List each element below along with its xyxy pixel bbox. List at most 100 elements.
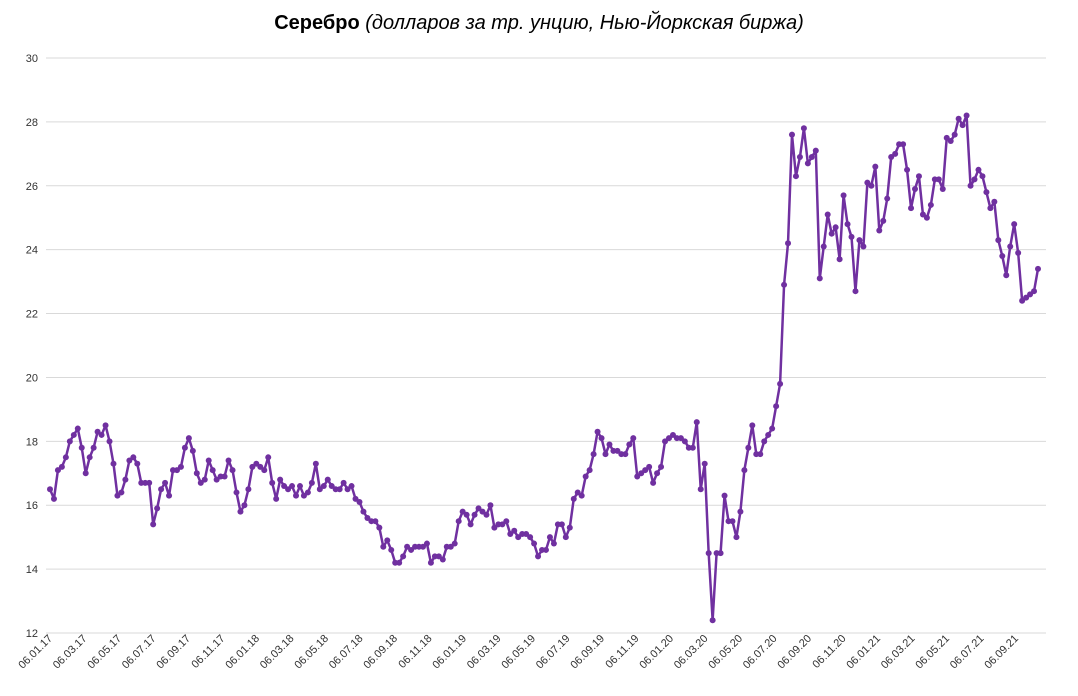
- data-point: [792, 173, 799, 180]
- data-point: [380, 543, 387, 550]
- data-point: [705, 550, 712, 557]
- data-point: [701, 460, 708, 467]
- x-tick-label: 06.05.18: [292, 633, 331, 672]
- data-point: [908, 205, 915, 212]
- x-tick-label: 06.11.17: [189, 633, 227, 671]
- data-point: [622, 451, 629, 458]
- data-point: [1011, 221, 1018, 228]
- data-point: [293, 492, 300, 499]
- y-tick-label: 24: [26, 245, 38, 257]
- data-point: [912, 185, 918, 192]
- data-point: [804, 160, 811, 167]
- data-point: [808, 154, 815, 161]
- data-point: [971, 176, 978, 183]
- data-point: [717, 550, 724, 557]
- x-tick-label: 06.09.18: [361, 633, 400, 672]
- data-point: [62, 454, 69, 461]
- x-tick-label: 06.01.21: [844, 633, 883, 672]
- data-point: [384, 537, 391, 544]
- data-point: [546, 534, 553, 541]
- data-point: [122, 476, 129, 483]
- data-point: [289, 483, 296, 490]
- data-point: [836, 256, 843, 263]
- x-axis-ticks: 06.01.1706.03.1706.05.1706.07.1706.09.17…: [16, 633, 1021, 672]
- data-point: [658, 463, 665, 470]
- data-point: [229, 467, 236, 474]
- data-point: [221, 473, 228, 480]
- data-point: [983, 189, 990, 196]
- data-point: [947, 138, 954, 145]
- data-point: [241, 502, 248, 509]
- data-point: [531, 540, 538, 547]
- data-point: [785, 240, 792, 247]
- data-point: [269, 479, 276, 486]
- data-point: [304, 489, 311, 496]
- data-point: [376, 524, 383, 531]
- x-tick-label: 06.05.20: [706, 633, 745, 672]
- data-point: [340, 479, 347, 486]
- data-point: [868, 182, 875, 189]
- data-point: [979, 173, 986, 180]
- data-point: [765, 431, 772, 438]
- data-point: [237, 508, 244, 515]
- data-point: [582, 473, 589, 480]
- data-point: [324, 476, 331, 483]
- x-tick-label: 06.03.21: [879, 633, 918, 672]
- data-point: [749, 422, 756, 429]
- data-point: [150, 521, 157, 528]
- data-point: [483, 511, 490, 518]
- data-point: [832, 224, 839, 231]
- data-point: [118, 489, 125, 496]
- data-point: [709, 617, 716, 624]
- data-point: [733, 534, 740, 541]
- data-point: [225, 457, 232, 464]
- series-line: [48, 114, 1040, 622]
- data-point: [74, 425, 81, 432]
- data-point: [308, 479, 315, 486]
- data-point: [1031, 288, 1038, 295]
- data-point: [154, 505, 161, 512]
- data-point: [796, 154, 803, 161]
- data-point: [578, 492, 585, 499]
- data-point: [562, 534, 569, 541]
- data-point: [66, 438, 73, 445]
- x-tick-label: 06.07.18: [327, 633, 366, 672]
- data-point: [761, 438, 768, 445]
- data-point: [959, 122, 966, 129]
- data-point: [955, 115, 962, 122]
- data-point: [800, 125, 807, 132]
- data-point: [277, 476, 284, 483]
- data-point: [963, 112, 970, 119]
- data-point: [741, 467, 748, 474]
- data-point: [423, 540, 430, 547]
- data-point: [729, 518, 736, 525]
- data-point: [824, 211, 831, 218]
- data-point: [503, 518, 510, 525]
- data-point: [527, 534, 534, 541]
- x-tick-label: 06.09.17: [154, 633, 193, 672]
- data-point: [90, 444, 97, 451]
- data-point: [856, 237, 863, 244]
- data-point: [951, 131, 958, 138]
- data-point: [999, 253, 1006, 260]
- data-point: [542, 546, 549, 553]
- data-point: [166, 492, 173, 499]
- data-point: [650, 479, 657, 486]
- y-tick-label: 30: [26, 53, 38, 65]
- data-point: [872, 163, 879, 170]
- data-point: [134, 460, 141, 467]
- data-point: [892, 150, 899, 157]
- data-point: [570, 495, 577, 502]
- y-tick-label: 28: [26, 117, 38, 129]
- x-tick-label: 06.11.20: [810, 633, 848, 671]
- data-point: [312, 460, 319, 467]
- x-tick-label: 06.05.19: [499, 633, 538, 672]
- chart-title-main: Серебро: [274, 12, 360, 34]
- data-point: [360, 508, 367, 515]
- data-point: [70, 431, 77, 438]
- data-point: [487, 502, 494, 509]
- data-point: [927, 201, 934, 208]
- data-point: [193, 470, 200, 477]
- data-point: [693, 419, 700, 426]
